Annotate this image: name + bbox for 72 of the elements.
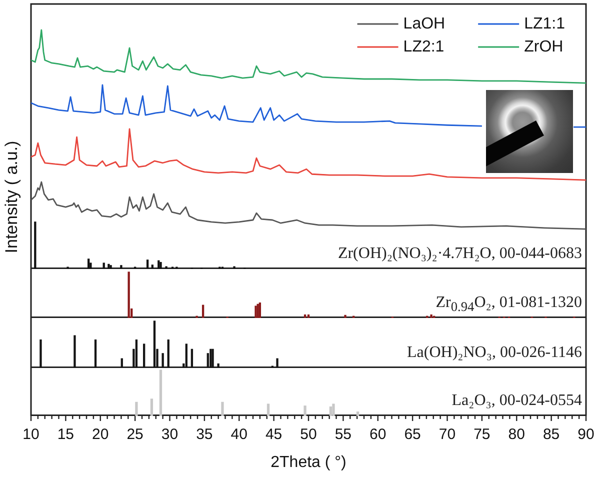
x-tick-label: 55 — [334, 426, 352, 444]
x-tick-label: 30 — [161, 426, 178, 444]
bar — [162, 353, 164, 368]
bar — [329, 406, 332, 416]
bar — [344, 314, 346, 318]
bar — [150, 398, 154, 416]
x-tick-label: 65 — [404, 426, 421, 444]
bar — [167, 339, 170, 368]
y-axis-title: Intensity ( a.u.) — [2, 140, 22, 254]
bar — [159, 370, 162, 416]
bar — [307, 314, 310, 318]
x-tick-label: 85 — [542, 426, 560, 444]
bar — [108, 264, 110, 269]
bar — [304, 406, 306, 416]
x-tick-label: 70 — [438, 426, 456, 444]
bar — [304, 314, 306, 318]
bar — [34, 222, 36, 269]
bar — [151, 264, 154, 269]
x-tick-label: 20 — [92, 426, 109, 444]
bar — [254, 306, 257, 318]
bar — [94, 339, 97, 368]
bar — [430, 314, 432, 318]
x-tick-label: 90 — [578, 426, 594, 444]
x-tick-label: 10 — [22, 426, 40, 444]
bar — [153, 320, 156, 368]
bar — [185, 344, 188, 368]
bar — [143, 344, 146, 368]
bar — [160, 262, 162, 269]
bar — [332, 404, 335, 416]
bar — [212, 348, 214, 368]
x-axis-title: 2Theta ( °) — [270, 454, 346, 471]
bar — [90, 262, 92, 269]
bar — [266, 404, 270, 416]
x-tick-label: 35 — [196, 426, 213, 444]
bar — [256, 304, 259, 318]
legend-label: LZ2:1 — [403, 38, 444, 56]
annotation: La₂O₃, 00-024-0554 — [452, 392, 582, 410]
bar — [74, 335, 76, 368]
bar — [276, 358, 278, 368]
bar — [135, 339, 138, 368]
x-tick-label: 25 — [126, 426, 144, 444]
bar — [102, 262, 105, 269]
bar — [146, 260, 149, 269]
x-tick-label: 80 — [508, 426, 525, 444]
legend-label: LaOH — [403, 15, 446, 32]
bar — [258, 302, 262, 318]
bar — [158, 260, 160, 269]
x-tick-label: 75 — [474, 426, 490, 444]
bar — [128, 272, 130, 318]
annotation: La(OH)₂NO₃, 00-026-1146 — [407, 344, 582, 362]
bar — [120, 265, 122, 269]
bar — [202, 304, 204, 318]
bar — [135, 402, 138, 416]
bar — [210, 348, 212, 368]
x-tick-label: 60 — [370, 426, 386, 444]
bar — [206, 353, 209, 368]
bar — [110, 265, 112, 269]
legend-label: LZ1:1 — [524, 15, 566, 32]
bar — [40, 339, 42, 368]
bar — [120, 358, 123, 368]
x-tick-label: 15 — [57, 426, 74, 444]
x-tick-label: 45 — [265, 426, 282, 444]
bar — [217, 363, 220, 368]
x-tick-label: 50 — [300, 426, 317, 444]
annotation: Zr(OH)₂(NO₃)₂·4.7H₂O, 00-044-0683 — [338, 245, 582, 263]
bar — [221, 402, 224, 416]
annotation: Zr$_{0.94}$O₂, 01-081-1320 — [436, 294, 582, 316]
x-tick-label: 40 — [230, 426, 248, 444]
bar — [88, 258, 90, 269]
bar — [356, 412, 360, 416]
legend-label: ZrOH — [524, 38, 564, 56]
bar — [190, 348, 194, 368]
